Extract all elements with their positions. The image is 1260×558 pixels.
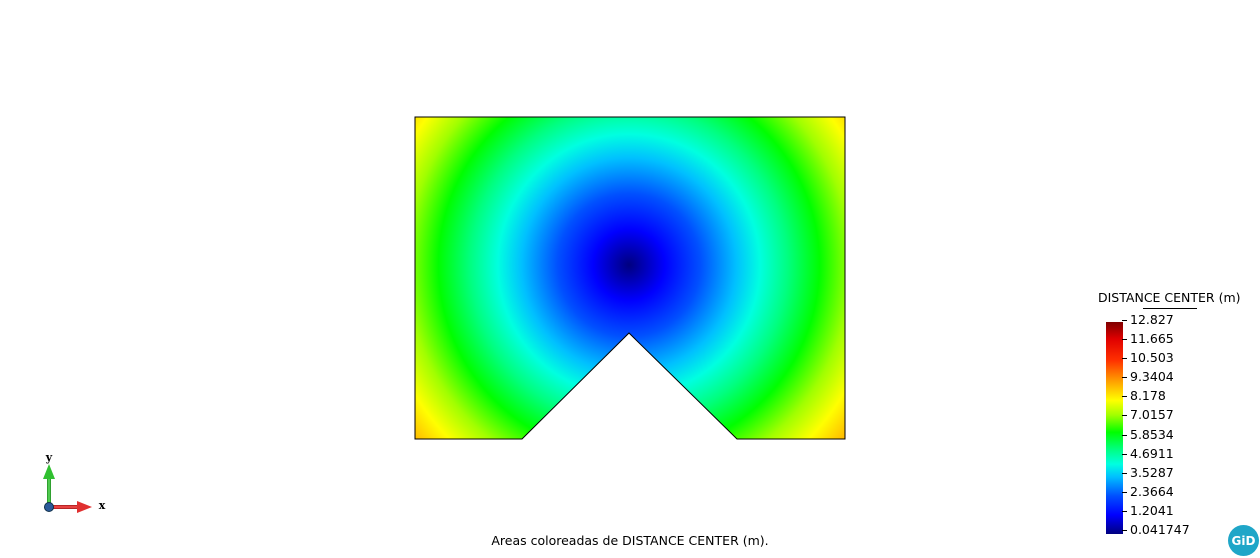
y-axis-arrow [47, 478, 51, 506]
gid-logo: GiD [1228, 525, 1259, 556]
legend-label: 7.0157 [1130, 407, 1174, 423]
legend-label: 9.3404 [1130, 369, 1174, 385]
legend-label: 8.178 [1130, 388, 1166, 404]
legend-label: 5.8534 [1130, 426, 1174, 442]
legend-tick [1122, 320, 1127, 321]
legend-tick [1122, 491, 1127, 493]
legend-title: DISTANCE CENTER (m) [1098, 290, 1241, 305]
legend-tick [1122, 453, 1127, 455]
legend-tick [1122, 434, 1127, 436]
legend-label: 1.2041 [1130, 502, 1174, 518]
legend-label: 2.3664 [1130, 483, 1174, 499]
legend-label: 4.6911 [1130, 445, 1174, 461]
legend-tick [1122, 339, 1127, 341]
legend-label: 10.503 [1130, 350, 1174, 366]
mesh-surface [414, 116, 846, 440]
legend-label: 11.665 [1130, 331, 1174, 347]
result-caption: Areas coloreadas de DISTANCE CENTER (m). [491, 533, 769, 548]
legend-tick [1122, 377, 1127, 379]
legend-title-underline [1143, 308, 1197, 309]
y-axis-label: y [45, 451, 53, 464]
legend-tick [1122, 396, 1127, 398]
axes-triad[interactable]: y x [30, 450, 120, 520]
legend-tick [1122, 415, 1127, 417]
legend-tick [1122, 530, 1127, 531]
x-axis-label: x [99, 499, 106, 512]
legend-label: 12.827 [1130, 312, 1174, 327]
x-axis-arrow [48, 505, 78, 509]
legend-tick [1122, 358, 1127, 360]
legend-tick [1122, 510, 1127, 512]
origin-marker [44, 502, 54, 512]
legend-label: 3.5287 [1130, 464, 1174, 480]
legend-label: 0.041747 [1130, 522, 1190, 537]
legend-tick [1122, 472, 1127, 474]
legend-color-bar [1106, 322, 1123, 534]
